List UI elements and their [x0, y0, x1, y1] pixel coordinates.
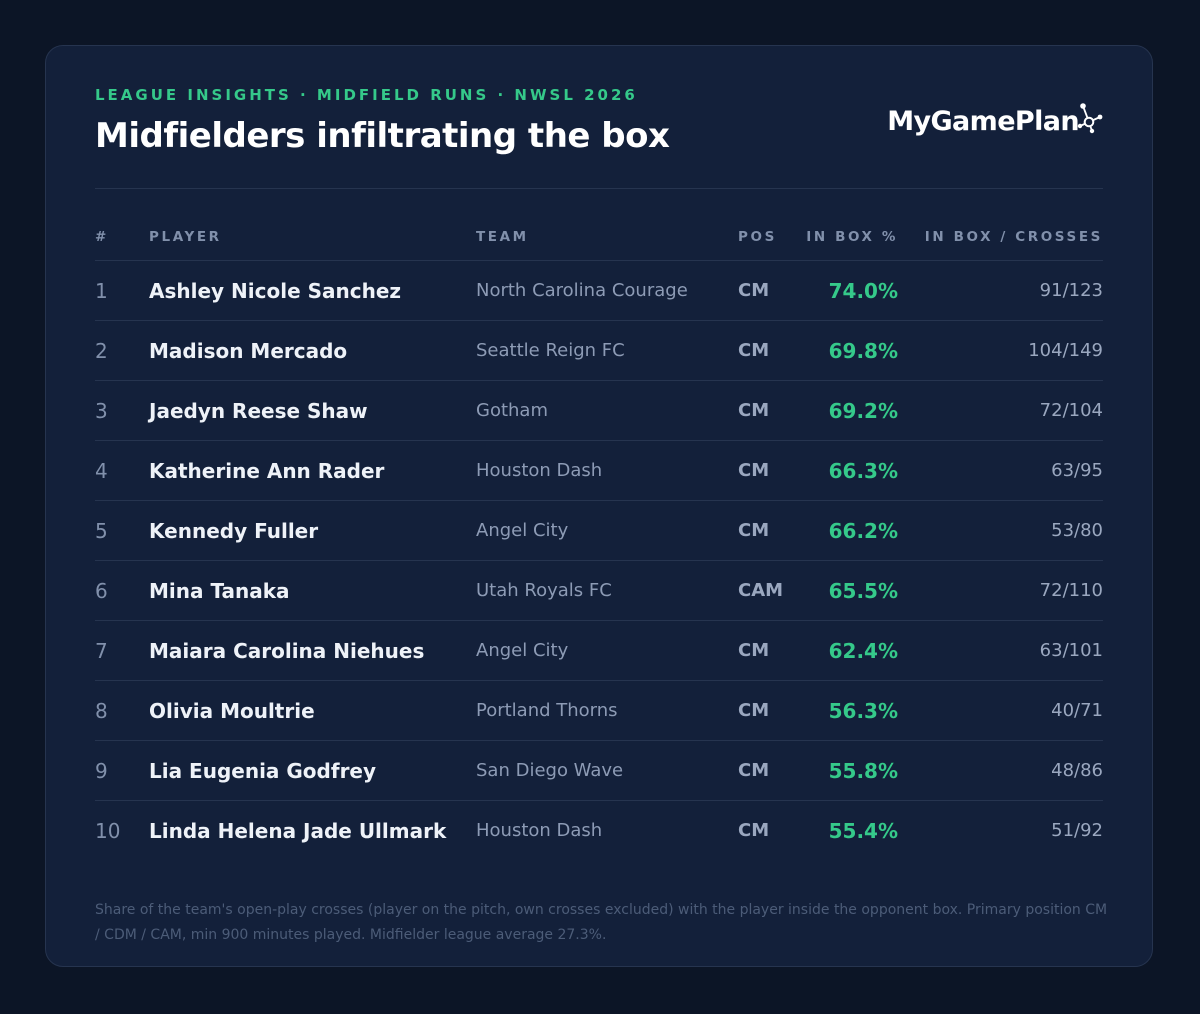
table-row: 4 Katherine Ann Rader Houston Dash CM 66.3% 6… [95, 440, 1103, 500]
player-name: Ashley Nicole Sanchez [149, 278, 402, 303]
in-box-pct-cell: 55.4% [828, 818, 898, 843]
table-row: 3 Jaedyn Reese Shaw Gotham CM 69.2% 72/104 [95, 380, 1103, 440]
player-name: Mina Tanaka [149, 578, 290, 603]
team-name: Houston Dash [476, 820, 603, 841]
team-name: Portland Thorns [476, 700, 618, 721]
position-cell: CM [738, 340, 770, 361]
rank-cell: 5 [95, 518, 108, 543]
team-name: Houston Dash [476, 460, 603, 481]
team-name: Angel City [476, 520, 569, 541]
eyebrow-label: LEAGUE INSIGHTS · MIDFIELD RUNS · NWSL 2… [95, 86, 638, 104]
column-header-in-box-pct: IN BOX % [806, 229, 898, 245]
player-name: Katherine Ann Rader [149, 458, 385, 483]
position-cell: CM [738, 280, 770, 301]
player-name: Olivia Moultrie [149, 698, 315, 723]
position-cell: CM [738, 700, 770, 721]
brand-logo: MyGamePlan [887, 100, 1104, 144]
position-cell: CAM [738, 580, 784, 601]
in-box-pct-cell: 69.8% [828, 338, 898, 363]
in-box-crosses-cell: 72/104 [1039, 400, 1103, 421]
table-body: 1 Ashley Nicole Sanchez North Carolina Cou… [95, 260, 1103, 860]
in-box-crosses-cell: 53/80 [1051, 520, 1103, 541]
rank-cell: 10 [95, 818, 121, 843]
in-box-crosses-cell: 63/95 [1051, 460, 1103, 481]
position-cell: CM [738, 760, 770, 781]
position-cell: CM [738, 400, 770, 421]
rank-cell: 7 [95, 638, 108, 663]
position-cell: CM [738, 460, 770, 481]
team-name: Seattle Reign FC [476, 340, 625, 361]
rank-cell: 2 [95, 338, 108, 363]
player-name: Madison Mercado [149, 338, 348, 363]
table-row: 9 Lia Eugenia Godfrey San Diego Wave CM 55.8… [95, 740, 1103, 800]
in-box-crosses-cell: 51/92 [1051, 820, 1103, 841]
rank-cell: 6 [95, 578, 108, 603]
in-box-crosses-cell: 104/149 [1028, 340, 1103, 361]
column-header-player: PLAYER [149, 229, 222, 245]
table-row: 1 Ashley Nicole Sanchez North Carolina Cou… [95, 260, 1103, 320]
insights-card: LEAGUE INSIGHTS · MIDFIELD RUNS · NWSL 2… [45, 45, 1153, 967]
player-name: Lia Eugenia Godfrey [149, 758, 377, 783]
in-box-pct-cell: 55.8% [828, 758, 898, 783]
table-row: 8 Olivia Moultrie Portland Thorns CM 56.3% 40… [95, 680, 1103, 740]
brand-name: MyGamePlan [887, 106, 1079, 137]
in-box-pct-cell: 69.2% [828, 398, 898, 423]
player-name: Maiara Carolina Niehues [149, 638, 425, 663]
rank-cell: 9 [95, 758, 108, 783]
footnote: Share of the team's open-play crosses (p… [95, 902, 1108, 943]
table-row: 7 Maiara Carolina Niehues Angel City CM 62.4… [95, 620, 1103, 680]
table-header: # PLAYER TEAM POS IN BOX % IN BOX / CROS… [95, 214, 1103, 260]
table-row: 6 Mina Tanaka Utah Royals FC CAM 65.5% 72/110 [95, 560, 1103, 620]
leaderboard-table: # PLAYER TEAM POS IN BOX % IN BOX / CROS… [95, 214, 1103, 860]
team-name: San Diego Wave [476, 760, 624, 781]
position-cell: CM [738, 520, 770, 541]
player-name: Kennedy Fuller [149, 518, 319, 543]
constellation-logo-icon [1077, 103, 1103, 134]
in-box-pct-cell: 66.2% [828, 518, 898, 543]
rank-cell: 8 [95, 698, 108, 723]
team-name: Angel City [476, 640, 569, 661]
position-cell: CM [738, 820, 770, 841]
position-cell: CM [738, 640, 770, 661]
column-header-team: TEAM [476, 229, 529, 245]
team-name: North Carolina Courage [476, 280, 688, 301]
table-row: 5 Kennedy Fuller Angel City CM 66.2% 53/80 [95, 500, 1103, 560]
in-box-pct-cell: 66.3% [828, 458, 898, 483]
in-box-pct-cell: 62.4% [828, 638, 898, 663]
in-box-crosses-cell: 72/110 [1039, 580, 1103, 601]
column-header-rank: # [95, 229, 109, 245]
team-name: Utah Royals FC [476, 580, 612, 601]
in-box-crosses-cell: 91/123 [1039, 280, 1103, 301]
page-title: Midfielders infiltrating the box [95, 116, 670, 156]
table-row: 10 Linda Helena Jade Ullmark Houston Dash C… [95, 800, 1103, 860]
table-row: 2 Madison Mercado Seattle Reign FC CM 69.8% 1… [95, 320, 1103, 380]
in-box-pct-cell: 65.5% [828, 578, 898, 603]
player-name: Jaedyn Reese Shaw [149, 398, 368, 423]
rank-cell: 1 [95, 278, 108, 303]
in-box-crosses-cell: 40/71 [1051, 700, 1103, 721]
player-name: Linda Helena Jade Ullmark [149, 818, 447, 843]
in-box-crosses-cell: 48/86 [1051, 760, 1103, 781]
rank-cell: 3 [95, 398, 108, 423]
in-box-crosses-cell: 63/101 [1039, 640, 1103, 661]
in-box-pct-cell: 56.3% [828, 698, 898, 723]
column-header-in-box-crosses: IN BOX / CROSSES [924, 229, 1103, 245]
header-divider [95, 188, 1103, 189]
in-box-pct-cell: 74.0% [828, 278, 898, 303]
column-header-position: POS [738, 229, 777, 245]
team-name: Gotham [476, 400, 548, 421]
rank-cell: 4 [95, 458, 108, 483]
